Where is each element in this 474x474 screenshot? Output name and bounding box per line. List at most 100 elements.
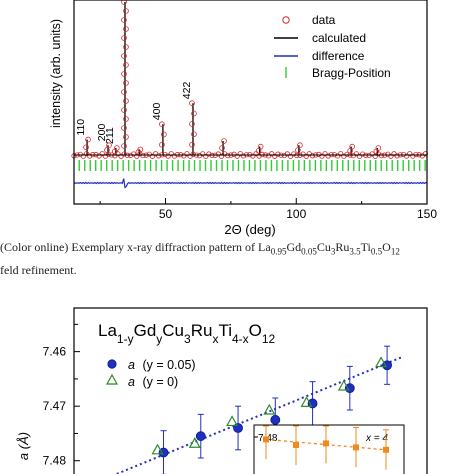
inset-point [383, 446, 389, 453]
peak-data-point [219, 145, 225, 151]
peak-data-point [121, 71, 127, 77]
background-data-point [413, 151, 419, 158]
peak-data-point [123, 116, 129, 122]
title-subscript: 12 [262, 332, 276, 346]
background-data-point [378, 153, 385, 159]
peak-data-point [121, 125, 127, 131]
background-data-point [253, 151, 259, 157]
xrd-plot-frame [73, 0, 428, 205]
point-y005 [195, 431, 206, 442]
peak-label: 422 [181, 82, 193, 100]
background-data-point [338, 151, 344, 157]
title-text: Ti [218, 321, 232, 340]
point-y005 [307, 398, 318, 409]
peak-data-point [161, 131, 167, 138]
background-data-point [400, 151, 407, 158]
peak-data-point [121, 143, 127, 149]
title-text: O [249, 321, 262, 340]
peak-data-point [123, 134, 129, 140]
background-data-point [87, 153, 93, 159]
peak-data-point [123, 62, 129, 68]
background-data-point [372, 153, 378, 159]
lattice-plot-frame [73, 307, 428, 474]
legend-y0-marker [105, 373, 119, 385]
legend-y0-cond: (y = 0) [142, 375, 178, 389]
background-data-point [422, 151, 429, 157]
peak-data-point [85, 136, 91, 143]
y-tick-label: 7.46 [43, 345, 67, 359]
peak-data-point [159, 141, 165, 148]
lattice-chart-title: La1-yGdyCu3RuxTi4-xO12 [98, 321, 276, 346]
formula-subscript: 0.05 [301, 246, 317, 257]
legend-y005-cond: (y = 0.05) [142, 358, 195, 372]
legend-difference-label: difference [312, 49, 365, 63]
figure-caption: (Color online) Exemplary x-ray diffracti… [0, 238, 474, 280]
peak-data-point [297, 142, 303, 149]
xrd-y-axis-label: intensity (arb. units) [49, 19, 63, 128]
xrd-data-points [71, 151, 429, 159]
peak-data-point [123, 26, 129, 32]
peak-data-point [189, 100, 195, 106]
inset-label: x = 4 [365, 433, 388, 444]
peak-data-point [159, 121, 165, 127]
inset-point [353, 444, 359, 451]
background-data-point [394, 153, 400, 159]
background-data-point [275, 151, 281, 157]
formula-text: Cu [316, 240, 331, 254]
background-data-point [105, 151, 112, 157]
formula-subscript: 3 [330, 246, 336, 257]
caption-line-1: (Color online) Exemplary x-ray diffracti… [0, 238, 474, 261]
point-y005 [233, 423, 243, 433]
background-data-point [184, 151, 190, 157]
peak-data-point [191, 131, 197, 138]
peak-data-point [189, 121, 195, 127]
background-data-point [388, 153, 394, 159]
peak-data-point [121, 53, 127, 59]
peak-label: 400 [151, 103, 163, 121]
background-data-point [99, 151, 105, 157]
caption-formula: La0.95Gd0.05Cu3Ru3.5Ti0.5O12 [258, 240, 400, 257]
legend-y005-var: a [128, 358, 135, 372]
legend-y005-marker [107, 359, 117, 369]
formula-subscript: 0.95 [270, 246, 287, 257]
background-data-point [80, 153, 87, 159]
formula-subscript: 12 [390, 246, 400, 257]
background-data-point [171, 153, 178, 159]
lattice-chart: 7.48 7.47 7.46 a (Å) La1-yGdyCu3RuxTi4-xO1… [16, 307, 428, 474]
legend-data-label: data [312, 13, 336, 27]
title-text: Cu [162, 321, 184, 340]
formula-text: Ru [335, 240, 350, 254]
point-y0 [188, 437, 201, 448]
title-subscript: x [212, 332, 218, 346]
formula-text: Gd [286, 240, 302, 254]
background-data-point [140, 152, 146, 159]
peak-data-point [189, 141, 195, 148]
background-data-point [360, 151, 366, 157]
point-y0 [263, 403, 276, 415]
background-data-point [115, 151, 121, 157]
peak-label: 211 [104, 127, 116, 144]
x-tick-label: 150 [417, 207, 437, 221]
point-y0 [226, 415, 239, 427]
title-subscript: 4-x [232, 332, 249, 346]
title-subscript: y [156, 332, 162, 346]
background-data-point [325, 153, 331, 159]
xrd-legend: data calculated difference Bragg-Positio… [274, 13, 391, 80]
background-data-point [259, 151, 265, 158]
peak-data-point [375, 145, 382, 151]
x-tick-label: 50 [159, 207, 173, 221]
peak-data-point [349, 143, 355, 150]
peak-data-point [257, 143, 264, 150]
peak-data-point [114, 145, 120, 151]
background-data-point [190, 151, 196, 157]
peak-data-point [121, 17, 127, 23]
background-data-point [309, 153, 316, 159]
title-text: Ru [191, 321, 213, 340]
point-y0 [151, 443, 164, 455]
background-data-point [344, 151, 350, 157]
title-text: La [98, 321, 117, 340]
background-data-point [234, 153, 240, 159]
point-y005 [382, 360, 392, 371]
background-data-point [200, 151, 206, 157]
